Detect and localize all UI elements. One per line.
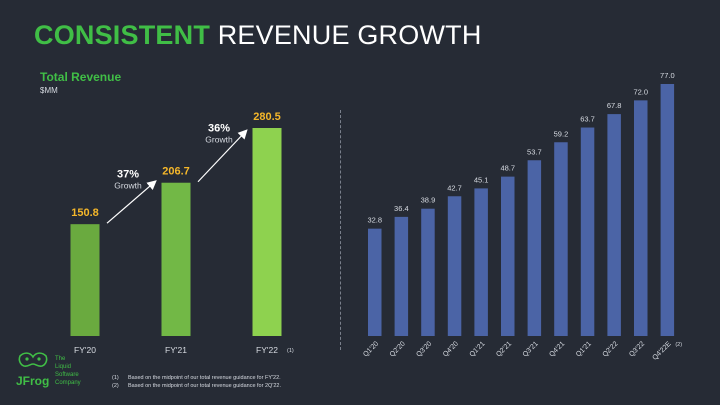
tagline-line: Software [55,372,79,378]
quarterly-category-label: Q3'21 [522,340,540,358]
quarterly-value-label: 45.1 [474,175,489,184]
quarterly-bar [394,216,409,336]
logo-tagline: The Liquid Software Company [55,355,81,387]
annual-bar-3 [252,128,282,336]
tagline-line: The [55,356,66,362]
annual-value-label: 206.7 [162,166,190,178]
quarterly-value-label: 36.4 [394,204,409,213]
quarterly-revenue-chart: 32.8 Q1'20 36.4 Q2'20 38.9 Q3'20 42.7 Q4'20 45.1… [362,71,682,362]
quarterly-bar [421,208,435,336]
annual-bar-1 [70,224,100,336]
quarterly-bar [501,176,515,336]
footnote-text: Based on the midpoint of our total reven… [128,382,282,389]
jfrog-logo-icon: JFrog [16,352,49,388]
annual-category-label: FY'21 [165,345,187,355]
annual-value-label: 150.8 [71,207,99,219]
quarterly-bar [607,114,621,336]
growth-percent: 37% [117,168,139,180]
annual-bar-2 [161,182,191,336]
quarterly-value-label: 67.8 [607,101,622,110]
growth-arrow [106,180,157,224]
title-accent: CONSISTENT [34,20,211,50]
annual-category-label: FY'22 [256,345,278,355]
quarterly-category-label: Q4'21 [548,340,566,358]
footnote-text: Based on the midpoint of our total reven… [128,375,281,381]
footnote-1: (1) Based on the midpoint of our total re… [112,375,281,383]
quarterly-value-label: 48.7 [500,164,515,173]
annual-footnote-ref: (1) [287,348,294,354]
quarterly-value-label: 32.8 [367,216,382,225]
quarterly-category-label: Q1'21 [469,340,487,358]
footnote-mark: (2) [112,382,119,389]
quarterly-bar [527,160,542,336]
chart-divider [340,110,341,350]
quarterly-category-label: Q4'20 [442,340,460,358]
annual-category-label: FY'20 [74,345,96,355]
left-chart-title: Total Revenue [40,70,122,84]
quarterly-category-label: Q1'21 [575,340,593,358]
quarterly-category-label: Q2'21 [495,340,513,358]
footnote-mark: (1) [112,375,119,381]
quarterly-bar [368,228,382,336]
growth-label: Growth [205,134,233,144]
quarterly-category-label: Q3'22 [628,340,646,358]
growth-percent: 36% [208,122,230,134]
page-title: CONSISTENT REVENUE GROWTH [34,20,482,51]
quarterly-value-label: 59.2 [554,129,569,138]
quarterly-bar [634,100,648,336]
quarterly-value-label: 63.7 [580,115,595,124]
footnotes: (1) Based on the midpoint of our total re… [112,375,281,390]
logo-wordmark: JFrog [16,374,49,388]
quarterly-bar [474,188,488,336]
footnote-2: (2) Based on the midpoint of our total re… [112,383,281,391]
annual-value-label: 280.5 [253,111,281,123]
quarterly-value-label: 72.0 [633,87,648,96]
quarterly-category-label: Q1'20 [362,340,380,358]
quarterly-value-label: 38.9 [421,196,436,205]
quarterly-footnote-ref: (2) [675,342,682,348]
tagline-line: Company [55,380,81,386]
quarterly-value-label: 77.0 [660,71,675,80]
growth-label: Growth [114,180,142,190]
growth-arrow [197,129,248,183]
quarterly-value-label: 53.7 [527,147,542,156]
quarterly-bar [554,142,568,336]
left-chart-unit: $MM [40,86,58,95]
quarterly-category-label: Q4'22E [651,340,673,362]
quarterly-category-label: Q2'22 [602,340,620,358]
quarterly-bar [660,84,675,336]
quarterly-bar [447,196,462,336]
quarterly-category-label: Q3'20 [415,340,433,358]
quarterly-value-label: 42.7 [447,183,462,192]
tagline-line: Liquid [55,364,72,370]
quarterly-bar [580,127,595,336]
quarterly-category-label: Q2'20 [389,340,407,358]
title-rest: REVENUE GROWTH [217,20,482,50]
